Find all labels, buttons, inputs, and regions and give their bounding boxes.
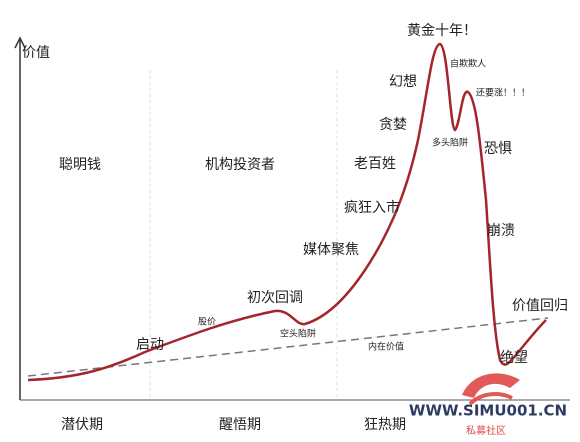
annotation: 启动 bbox=[136, 337, 164, 353]
bubble-curve bbox=[27, 42, 547, 382]
watermark-logo bbox=[468, 392, 513, 406]
annotation: 媒体聚焦 bbox=[303, 242, 359, 258]
phase-label: 狂热期 bbox=[364, 417, 406, 433]
phase-label: 醒悟期 bbox=[219, 417, 261, 433]
annotation: 绝望 bbox=[500, 350, 528, 366]
annotation: 恐惧 bbox=[484, 141, 512, 157]
annotation: 崩溃 bbox=[487, 223, 515, 239]
annotation: 黄金十年！ bbox=[407, 22, 477, 39]
annotation: 价值回归 bbox=[512, 297, 568, 314]
annotation: 股价 bbox=[198, 317, 216, 328]
annotation: 幻想 bbox=[389, 74, 417, 90]
annotation: 内在价值 bbox=[368, 341, 404, 353]
axis-arrow bbox=[14, 36, 26, 49]
watermark-logo bbox=[462, 373, 520, 398]
phase-label: 潜伏期 bbox=[61, 417, 103, 433]
watermark: WWW.SIMU001.CN 私募社区 bbox=[409, 373, 567, 437]
annotation: 贪婪 bbox=[379, 117, 407, 133]
annotation: 自欺欺人 bbox=[450, 58, 486, 70]
annotation: 多头陷阱 bbox=[432, 137, 468, 149]
intrinsic-value-line bbox=[27, 317, 549, 377]
region-label: 机构投资者 bbox=[205, 157, 275, 173]
axis-label: 价值 bbox=[22, 45, 50, 61]
annotation: 空头陷阱 bbox=[280, 328, 316, 340]
annotation: 老百姓 bbox=[354, 156, 396, 172]
region-label: 聪明钱 bbox=[59, 157, 101, 173]
annotation: 还要涨！！！ bbox=[476, 87, 530, 99]
watermark-name: 私募社区 bbox=[466, 424, 506, 437]
watermark-url: WWW.SIMU001.CN bbox=[409, 402, 567, 420]
annotation: 疯狂入市 bbox=[344, 199, 400, 216]
annotation: 初次回调 bbox=[247, 289, 303, 306]
